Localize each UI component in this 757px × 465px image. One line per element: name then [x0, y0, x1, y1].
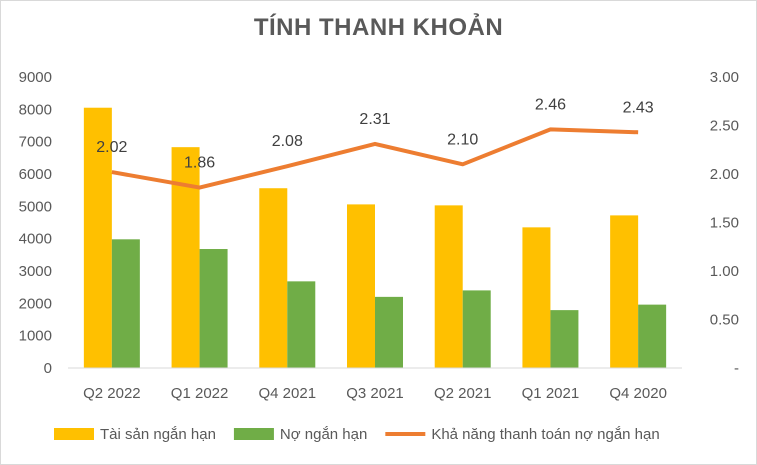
bar-tai-san-ngan-han [259, 188, 288, 368]
right-tick-label: 3.00 [710, 69, 739, 86]
category-label: Q3 2021 [346, 385, 404, 402]
left-tick-label: 5000 [19, 198, 52, 215]
legend-label: Khả năng thanh toán nợ ngắn hạn [431, 426, 659, 443]
left-tick-label: 6000 [19, 166, 52, 183]
bar-tai-san-ngan-han [347, 204, 375, 368]
category-label: Q2 2021 [434, 385, 492, 402]
chart-title: TÍNH THANH KHOẢN [253, 14, 504, 41]
left-tick-label: 1000 [19, 328, 52, 345]
right-tick-label: 1.00 [710, 263, 739, 280]
left-tick-label: 4000 [19, 231, 52, 248]
category-label: Q1 2021 [522, 385, 580, 402]
bar-no-ngan-han [199, 249, 228, 368]
category-label: Q2 2022 [83, 385, 141, 402]
right-tick-label: 2.00 [710, 166, 739, 183]
left-tick-label: 2000 [19, 295, 52, 312]
category-label: Q4 2021 [259, 385, 317, 402]
bar-tai-san-ngan-han [434, 205, 463, 368]
legend-swatch [233, 428, 274, 440]
ratio-data-label: 2.43 [623, 99, 654, 116]
bar-no-ngan-han [375, 296, 403, 368]
ratio-line [111, 127, 639, 190]
right-tick-label: - [734, 360, 739, 377]
bar-tai-san-ngan-han [171, 147, 200, 368]
ratio-data-label: 2.46 [535, 96, 566, 113]
right-tick-label: 1.50 [710, 215, 739, 232]
left-axis-ticks: 0 1000 2000 3000 4000 5000 6000 7000 8000 9000 [19, 69, 52, 377]
ratio-data-label: 2.10 [447, 131, 478, 148]
ratio-data-label: 1.86 [184, 155, 215, 172]
bar-no-ngan-han [638, 304, 667, 368]
category-label: Q1 2022 [171, 385, 229, 402]
legend-swatch [54, 428, 94, 440]
bar-no-ngan-han [550, 310, 579, 368]
category-labels: Q2 2022 Q1 2022 Q4 2021 Q3 2021 Q2 2021 Q1 20… [83, 385, 667, 402]
right-tick-label: 0.50 [710, 312, 739, 329]
left-tick-label: 7000 [19, 134, 52, 151]
bar-tai-san-ngan-han [83, 107, 112, 368]
bar-no-ngan-han [287, 281, 316, 368]
legend: Tài sản ngắn hạn Nợ ngắn hạn Khả năng than… [54, 426, 660, 443]
legend-label: Tài sản ngắn hạn [100, 426, 216, 443]
right-axis-ticks: - 0.50 1.00 1.50 2.00 2.50 3.00 [710, 69, 739, 377]
bar-series [83, 107, 667, 368]
legend-label: Nợ ngắn hạn [280, 426, 367, 443]
line-series: 2.02 1.86 2.08 2.31 2.10 2.46 2.43 [96, 96, 654, 190]
bar-no-ngan-han [462, 290, 491, 368]
left-tick-label: 8000 [19, 101, 52, 118]
ratio-data-label: 2.31 [359, 111, 390, 128]
ratio-data-label: 2.02 [96, 139, 127, 156]
left-tick-label: 9000 [19, 69, 52, 86]
right-tick-label: 2.50 [710, 118, 739, 135]
bar-tai-san-ngan-han [522, 227, 551, 368]
category-label: Q4 2020 [609, 385, 667, 402]
ratio-data-label: 2.08 [272, 133, 303, 150]
bar-no-ngan-han [111, 239, 140, 368]
bar-tai-san-ngan-han [610, 215, 639, 368]
left-tick-label: 0 [44, 360, 52, 377]
left-tick-label: 3000 [19, 263, 52, 280]
